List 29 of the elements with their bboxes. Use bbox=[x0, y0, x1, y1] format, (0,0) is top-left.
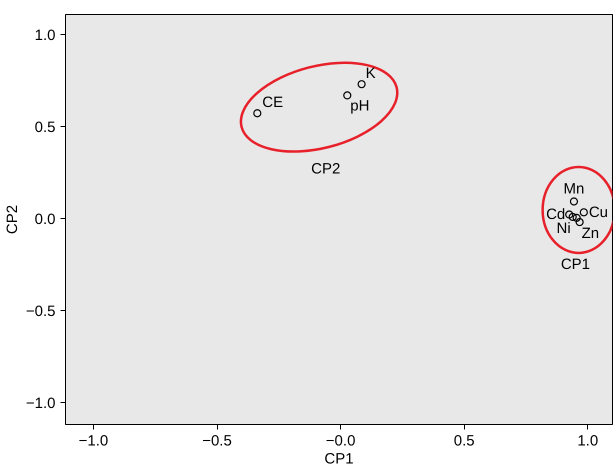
annotation: Mn bbox=[564, 180, 584, 198]
point bbox=[358, 80, 366, 88]
x-tick-label: −1.0 bbox=[78, 432, 108, 450]
annotation: CP2 bbox=[311, 160, 340, 178]
annotation: CE bbox=[262, 94, 284, 112]
y-tick-label: 0.5 bbox=[34, 119, 56, 136]
annotation: Cu bbox=[588, 204, 608, 221]
y-tick-label: 0.0 bbox=[34, 211, 56, 228]
point bbox=[253, 109, 262, 118]
annotation: Zn bbox=[582, 225, 600, 242]
annotation: K bbox=[366, 65, 376, 82]
y-tick-label: −1.0 bbox=[26, 394, 56, 412]
annotation: CP1 bbox=[560, 256, 590, 274]
x-tick-label: 0.5 bbox=[454, 432, 475, 450]
y-tick-label: −0.5 bbox=[26, 303, 56, 320]
y-axis-title: CP2 bbox=[4, 204, 21, 234]
x-axis-title: CP1 bbox=[324, 450, 354, 468]
x-tick-label: 1.0 bbox=[577, 432, 598, 450]
x-tick-label: −0.0 bbox=[326, 432, 356, 450]
annotation: pH bbox=[350, 97, 370, 114]
y-tick-label: 1.0 bbox=[34, 27, 56, 44]
point bbox=[576, 218, 584, 226]
point bbox=[568, 212, 577, 222]
point bbox=[580, 208, 588, 216]
point bbox=[572, 214, 581, 222]
point bbox=[343, 91, 352, 100]
x-tick-label: −0.5 bbox=[202, 432, 232, 450]
point bbox=[565, 210, 574, 219]
point bbox=[570, 197, 578, 206]
